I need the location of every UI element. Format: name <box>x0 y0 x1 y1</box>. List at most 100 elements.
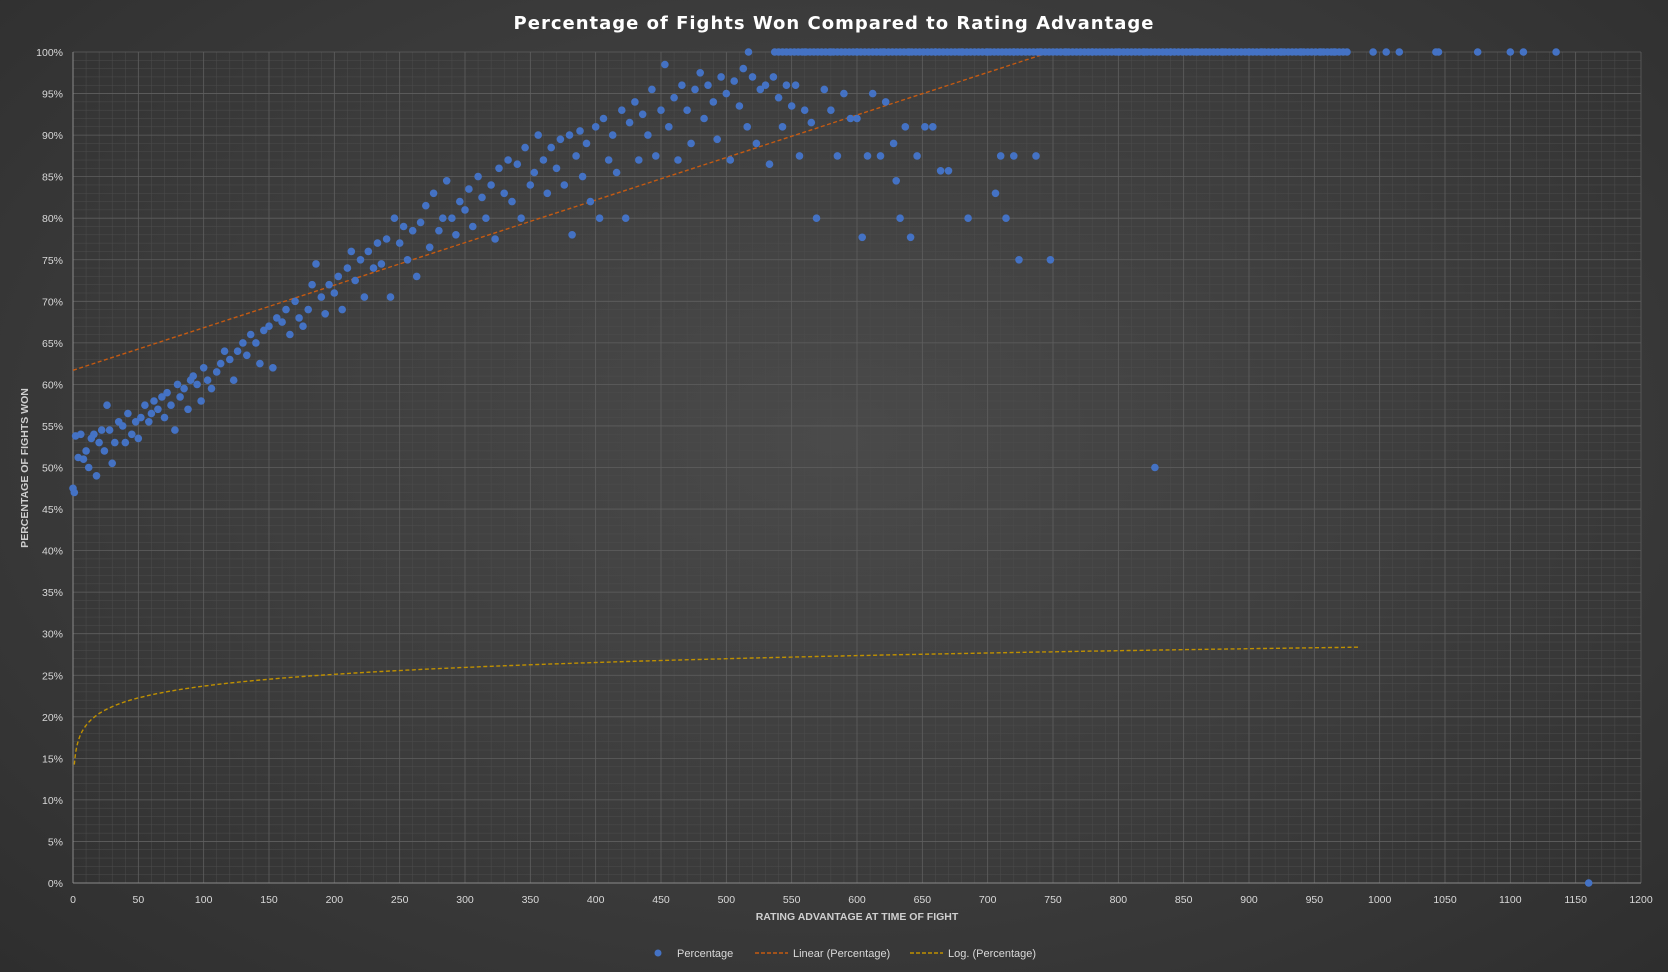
scatter-point <box>665 123 673 131</box>
scatter-point <box>269 364 277 372</box>
scatter-point <box>500 189 509 198</box>
y-axis-title: PERCENTAGE OF FIGHTS WON <box>19 388 31 548</box>
scatter-point <box>739 64 748 73</box>
y-tick-label: 90% <box>42 130 63 142</box>
y-tick-label: 80% <box>42 213 63 225</box>
scatter-point <box>118 422 127 430</box>
scatter-point <box>176 393 184 401</box>
scatter-point <box>478 193 486 202</box>
scatter-point <box>713 135 721 144</box>
scatter-point <box>648 85 656 94</box>
scatter-point <box>576 127 584 135</box>
y-tick-label: 25% <box>42 670 63 682</box>
scatter-point <box>1473 48 1482 56</box>
scatter-point <box>513 160 522 168</box>
scatter-point <box>853 114 861 123</box>
scatter-point <box>1369 48 1377 56</box>
scatter-point <box>111 438 119 447</box>
scatter-point <box>334 272 343 281</box>
scatter-point <box>944 167 953 175</box>
scatter-point <box>896 214 904 222</box>
scatter-point <box>1015 255 1023 264</box>
y-tick-label: 10% <box>42 795 63 807</box>
scatter-point <box>124 409 132 418</box>
scatter-point <box>787 102 796 110</box>
scatter-point <box>752 139 761 148</box>
scatter-point <box>79 455 88 464</box>
scatter-point <box>644 131 652 139</box>
y-tick-label: 75% <box>42 255 63 267</box>
scatter-point <box>291 297 299 306</box>
scatter-point <box>638 110 647 119</box>
scatter-point <box>556 135 565 144</box>
scatter-point <box>469 222 477 231</box>
scatter-point <box>163 388 171 397</box>
scatter-point <box>317 293 326 301</box>
scatter-point <box>207 384 216 393</box>
scatter-point <box>343 264 352 272</box>
scatter-point <box>429 189 438 198</box>
legend-label-linear: Linear (Percentage) <box>793 948 890 960</box>
y-tick-label: 20% <box>42 712 63 724</box>
scatter-point <box>687 139 695 148</box>
scatter-point <box>474 172 482 181</box>
x-tick-label: 350 <box>522 894 540 906</box>
scatter-point <box>386 293 395 301</box>
scatter-point <box>180 384 188 393</box>
scatter-point <box>150 397 158 405</box>
x-tick-label: 1100 <box>1499 894 1522 906</box>
scatter-point <box>709 98 718 106</box>
scatter-point <box>631 98 639 106</box>
scatter-point <box>560 181 569 189</box>
scatter-point <box>295 314 303 322</box>
scatter-point <box>252 339 260 347</box>
scatter-point <box>858 233 866 242</box>
scatter-point <box>216 359 225 368</box>
scatter-point <box>212 368 221 376</box>
x-tick-label: 650 <box>914 894 932 906</box>
scatter-point <box>167 401 175 410</box>
scatter-point <box>1506 48 1515 56</box>
x-tick-label: 400 <box>587 894 605 906</box>
scatter-point <box>678 81 686 89</box>
scatter-point <box>103 401 111 410</box>
scatter-point <box>1395 48 1404 56</box>
scatter-point <box>1343 48 1351 56</box>
scatter-point <box>425 243 434 252</box>
scatter-point <box>517 214 525 222</box>
scatter-point <box>683 106 691 114</box>
scatter-point <box>670 93 678 102</box>
x-tick-label: 900 <box>1240 894 1258 906</box>
log-trendline <box>73 646 1359 765</box>
scatter-point <box>312 260 320 268</box>
x-tick-label: 0 <box>70 894 76 906</box>
scatter-point <box>840 89 848 98</box>
y-tick-labels: 0% 5% 10% 15% 20% 25% 30% 35% 40% 45% 50% 55% 60% 65%… <box>36 47 63 890</box>
scatter-point <box>591 123 600 131</box>
scatter-point <box>193 380 201 389</box>
scatter-point <box>761 81 770 89</box>
x-tick-label: 550 <box>783 894 801 906</box>
scatter-point <box>833 152 842 160</box>
linear-trendline <box>73 52 1051 371</box>
scatter-point <box>105 426 114 434</box>
x-tick-label: 100 <box>195 894 213 906</box>
scatter-point <box>325 280 333 289</box>
scatter-point <box>456 197 464 206</box>
scatter-point <box>704 81 712 89</box>
scatter-point <box>70 488 79 497</box>
y-tick-label: 65% <box>42 338 63 350</box>
x-tick-label: 450 <box>652 894 670 906</box>
chart-title: Percentage of Fights Won Compared to Rat… <box>514 13 1155 34</box>
scatter-point <box>408 226 417 235</box>
scatter-point <box>572 152 580 160</box>
linear-trendline-series <box>73 52 1051 371</box>
scatter-point <box>625 118 634 127</box>
scatter-point <box>137 413 145 422</box>
scatter-point <box>95 438 103 447</box>
scatter-point <box>1382 48 1390 56</box>
scatter-point <box>582 139 591 148</box>
scatter-point <box>599 114 608 123</box>
scatter-point <box>578 172 587 181</box>
scatter-point <box>278 318 286 326</box>
